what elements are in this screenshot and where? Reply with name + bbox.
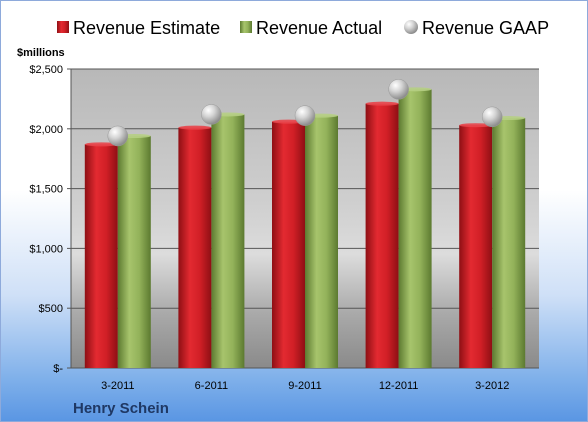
bar-revenue-estimate bbox=[178, 127, 212, 368]
bar-revenue-actual bbox=[211, 114, 245, 368]
y-tick-label: $1,000 bbox=[29, 243, 63, 255]
gaap-markers bbox=[107, 79, 503, 147]
gaap-marker bbox=[294, 105, 316, 126]
gaap-marker bbox=[388, 79, 409, 100]
company-name: Henry Schein bbox=[73, 400, 169, 417]
legend-marker-revenue-gaap bbox=[404, 20, 418, 34]
x-tick-label: 6-2011 bbox=[195, 380, 228, 392]
bar-revenue-actual bbox=[398, 89, 432, 368]
x-tick-label: 3-2011 bbox=[101, 380, 134, 392]
bar-top-cap bbox=[365, 101, 399, 106]
bar-revenue-actual bbox=[117, 135, 151, 368]
legend-swatch-revenue-estimate bbox=[57, 21, 69, 33]
x-tick-label: 9-2011 bbox=[288, 380, 321, 392]
legend: Revenue Estimate Revenue Actual Revenue … bbox=[57, 18, 549, 38]
y-tick-label: $2,500 bbox=[29, 64, 63, 76]
bar-revenue-estimate bbox=[84, 144, 118, 368]
bar-revenue-estimate bbox=[272, 121, 305, 369]
legend-swatch-revenue-actual bbox=[240, 21, 252, 33]
gaap-marker bbox=[201, 104, 222, 125]
bars bbox=[84, 87, 526, 369]
bar-revenue-actual bbox=[492, 118, 526, 368]
legend-label-revenue-estimate: Revenue Estimate bbox=[73, 18, 220, 38]
legend-label-revenue-actual: Revenue Actual bbox=[256, 18, 382, 38]
y-tick-label: $1,500 bbox=[29, 184, 63, 196]
y-tick-label: $- bbox=[53, 363, 63, 375]
gaap-marker bbox=[481, 106, 503, 128]
legend-label-revenue-gaap: Revenue GAAP bbox=[422, 18, 549, 38]
bar-top-cap bbox=[459, 123, 493, 128]
y-axis-ticks: $- $500 $1,000 $1,500 $2,000 $2,500 bbox=[29, 64, 72, 375]
gaap-marker bbox=[107, 125, 129, 147]
y-tick-label: $2,000 bbox=[29, 124, 63, 136]
x-axis-labels: 3-2011 6-2011 9-2011 12-2011 3-2012 bbox=[101, 380, 509, 392]
bar-revenue-estimate bbox=[459, 125, 493, 368]
y-tick-label: $500 bbox=[39, 303, 63, 315]
x-tick-label: 12-2011 bbox=[379, 380, 419, 392]
bar-revenue-actual bbox=[305, 115, 338, 368]
x-tick-label: 3-2012 bbox=[475, 380, 509, 392]
y-axis-unit-label: $millions bbox=[17, 47, 65, 59]
bar-revenue-estimate bbox=[365, 103, 399, 369]
bar-top-cap bbox=[84, 142, 118, 147]
bar-top-cap bbox=[178, 125, 212, 130]
